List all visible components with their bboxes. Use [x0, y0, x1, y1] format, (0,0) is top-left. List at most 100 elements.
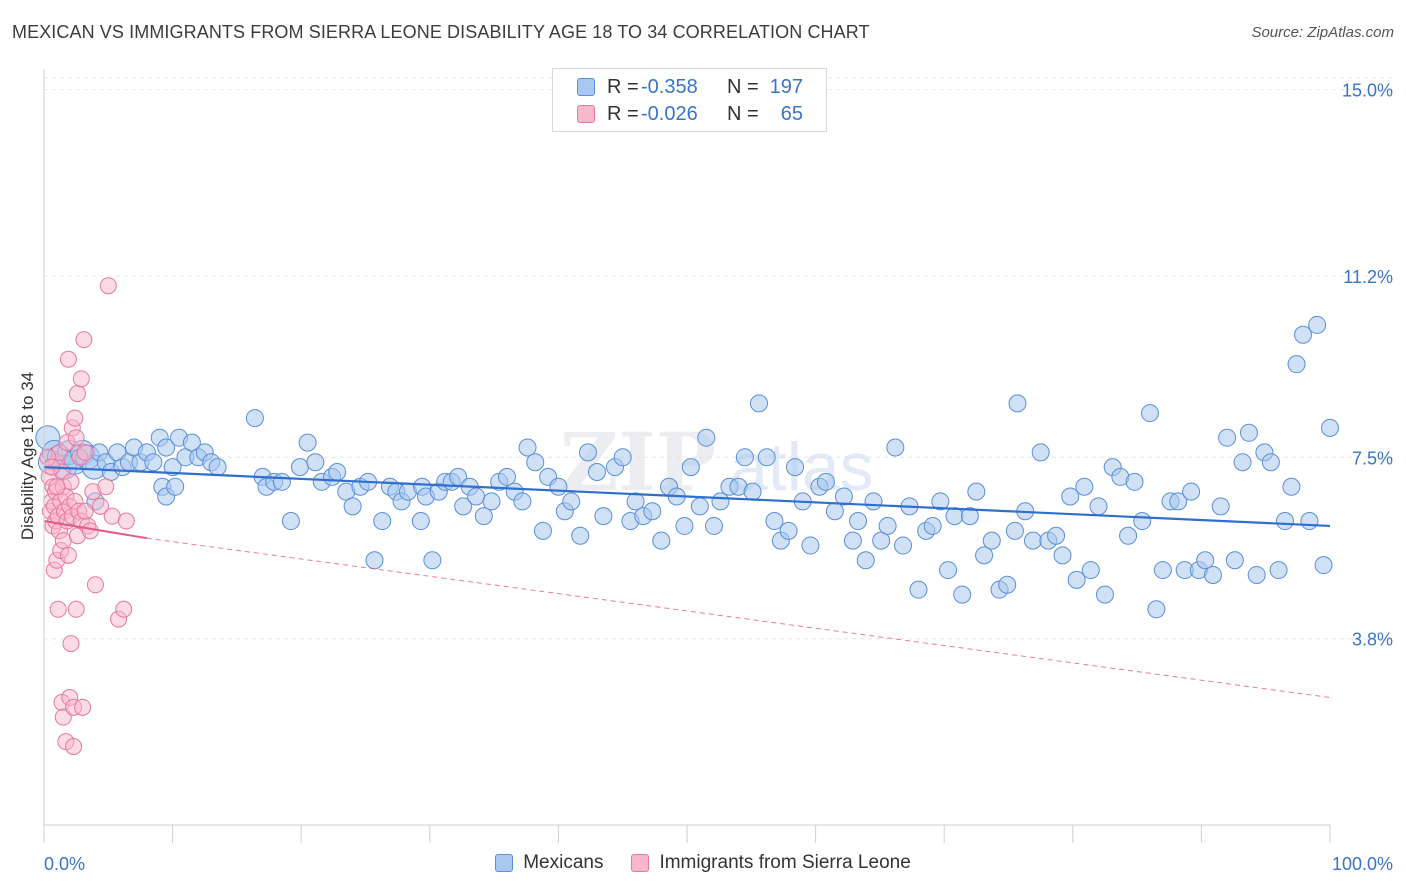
point-mexicans	[757, 448, 776, 467]
point-mexicans	[765, 512, 784, 531]
point-mexicans	[967, 482, 986, 501]
point-sierra-leone	[59, 546, 77, 564]
point-mexicans	[1203, 565, 1222, 584]
swatch-blue	[577, 78, 595, 96]
point-sierra-leone	[76, 502, 94, 520]
point-mexicans	[1023, 531, 1042, 550]
point-sierra-leone	[66, 409, 84, 427]
point-mexicans	[1308, 315, 1327, 334]
point-mexicans	[786, 458, 805, 477]
point-sierra-leone	[75, 331, 93, 349]
trend-extension-sierra-leone	[146, 537, 1331, 699]
point-mexicans	[208, 458, 227, 477]
point-mexicans	[1147, 600, 1166, 619]
point-mexicans	[373, 512, 392, 531]
point-mexicans	[1075, 477, 1094, 496]
n-value: 65	[780, 102, 803, 125]
point-mexicans	[166, 477, 185, 496]
point-mexicans	[801, 536, 820, 555]
point-mexicans	[587, 463, 606, 482]
point-mexicans	[594, 507, 613, 526]
point-mexicans	[982, 531, 1001, 550]
source-note: Source: ZipAtlas.com	[1251, 24, 1394, 41]
point-mexicans	[518, 438, 537, 457]
point-mexicans	[1125, 472, 1144, 491]
grid-lines	[44, 77, 1395, 640]
point-mexicans	[144, 453, 163, 472]
point-mexicans	[975, 546, 994, 565]
y-tick-label: 3.8%	[1352, 630, 1393, 650]
point-mexicans	[998, 575, 1017, 594]
r-key: R =	[607, 75, 639, 98]
point-mexicans	[411, 512, 430, 531]
point-sierra-leone	[62, 635, 80, 653]
point-mexicans	[1047, 526, 1066, 545]
point-mexicans	[306, 453, 325, 472]
point-mexicans	[1005, 521, 1024, 540]
point-mexicans	[1275, 512, 1294, 531]
y-axis-label: Disability Age 18 to 34	[18, 371, 37, 541]
point-mexicans	[1239, 423, 1258, 442]
point-mexicans	[281, 512, 300, 531]
point-mexicans	[272, 472, 291, 491]
point-mexicans	[467, 487, 486, 506]
point-mexicans	[1282, 477, 1301, 496]
point-mexicans	[1218, 428, 1237, 447]
point-mexicans	[779, 521, 798, 540]
point-mexicans	[849, 512, 868, 531]
point-mexicans	[643, 502, 662, 521]
point-mexicans	[497, 467, 516, 486]
y-tick-label: 11.2%	[1343, 267, 1393, 287]
point-mexicans	[1169, 492, 1188, 511]
point-mexicans	[1133, 512, 1152, 531]
point-mexicans	[886, 438, 905, 457]
point-mexicans	[1182, 482, 1201, 501]
point-mexicans	[834, 487, 853, 506]
legend-label: Mexicans	[523, 852, 604, 873]
point-sierra-leone	[97, 478, 115, 496]
point-sierra-leone	[103, 507, 121, 525]
point-mexicans	[562, 492, 581, 511]
stats-row-mexicans: R = -0.358 N = 197	[577, 73, 803, 101]
point-mexicans	[245, 409, 264, 428]
point-mexicans	[613, 448, 632, 467]
r-key: R =	[607, 102, 639, 125]
series-mexicans	[35, 315, 1339, 619]
point-mexicans	[513, 492, 532, 511]
point-mexicans	[1293, 325, 1312, 344]
n-value: 197	[769, 75, 803, 98]
point-mexicans	[1261, 453, 1280, 472]
n-key: N =	[727, 102, 759, 125]
stats-row-sierra-leone: R = -0.026 N = 65	[577, 100, 803, 128]
point-mexicans	[365, 551, 384, 570]
point-mexicans	[571, 526, 590, 545]
point-mexicans	[1196, 551, 1215, 570]
legend-item-sierra-leone: Immigrants from Sierra Leone	[631, 852, 911, 874]
point-mexicans	[1140, 404, 1159, 423]
point-mexicans	[157, 438, 176, 457]
point-sierra-leone	[99, 277, 117, 295]
point-mexicans	[1153, 561, 1172, 580]
point-mexicans	[652, 531, 671, 550]
point-mexicans	[735, 448, 754, 467]
swatch-blue	[495, 854, 514, 872]
point-sierra-leone	[48, 478, 66, 496]
point-sierra-leone	[67, 600, 85, 618]
point-mexicans	[474, 507, 493, 526]
point-sierra-leone	[92, 497, 110, 515]
point-sierra-leone	[59, 350, 77, 368]
point-mexicans	[328, 463, 347, 482]
point-sierra-leone	[68, 385, 86, 403]
point-sierra-leone	[54, 708, 72, 726]
point-mexicans	[1300, 512, 1319, 531]
swatch-pink	[631, 854, 650, 872]
point-sierra-leone	[65, 738, 83, 756]
point-mexicans	[423, 551, 442, 570]
point-mexicans	[298, 433, 317, 452]
point-mexicans	[626, 492, 645, 511]
point-mexicans	[1119, 526, 1138, 545]
point-mexicans	[533, 521, 552, 540]
point-mexicans	[1314, 556, 1333, 575]
point-sierra-leone	[81, 522, 99, 540]
